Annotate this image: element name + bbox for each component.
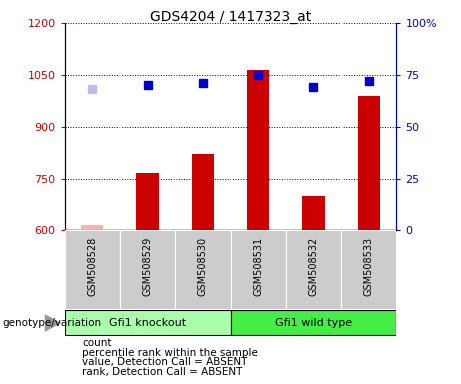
Bar	[230, 230, 286, 309]
Bar	[120, 230, 175, 309]
Polygon shape	[45, 314, 61, 332]
Text: GSM508529: GSM508529	[142, 237, 153, 296]
Bar	[286, 230, 341, 309]
Text: value, Detection Call = ABSENT: value, Detection Call = ABSENT	[82, 358, 248, 367]
Text: GDS4204 / 1417323_at: GDS4204 / 1417323_at	[150, 10, 311, 23]
Bar	[65, 230, 120, 309]
Text: genotype/variation: genotype/variation	[2, 318, 101, 328]
Text: GSM508533: GSM508533	[364, 237, 374, 296]
Bar	[192, 154, 214, 230]
Bar	[341, 230, 396, 309]
Text: rank, Detection Call = ABSENT: rank, Detection Call = ABSENT	[82, 367, 242, 377]
Bar	[302, 196, 325, 230]
Text: percentile rank within the sample: percentile rank within the sample	[82, 348, 258, 358]
Text: GSM508530: GSM508530	[198, 237, 208, 296]
Bar	[358, 96, 380, 230]
Bar	[65, 310, 230, 336]
Bar	[81, 225, 103, 230]
Text: Gfi1 knockout: Gfi1 knockout	[109, 318, 186, 328]
Bar	[175, 230, 230, 309]
Text: GSM508532: GSM508532	[308, 237, 319, 296]
Text: Gfi1 wild type: Gfi1 wild type	[275, 318, 352, 328]
Text: GSM508528: GSM508528	[87, 237, 97, 296]
Bar	[247, 70, 269, 230]
Bar	[230, 310, 396, 336]
Bar	[136, 174, 159, 230]
Text: GSM508531: GSM508531	[253, 237, 263, 296]
Text: count: count	[82, 338, 112, 348]
